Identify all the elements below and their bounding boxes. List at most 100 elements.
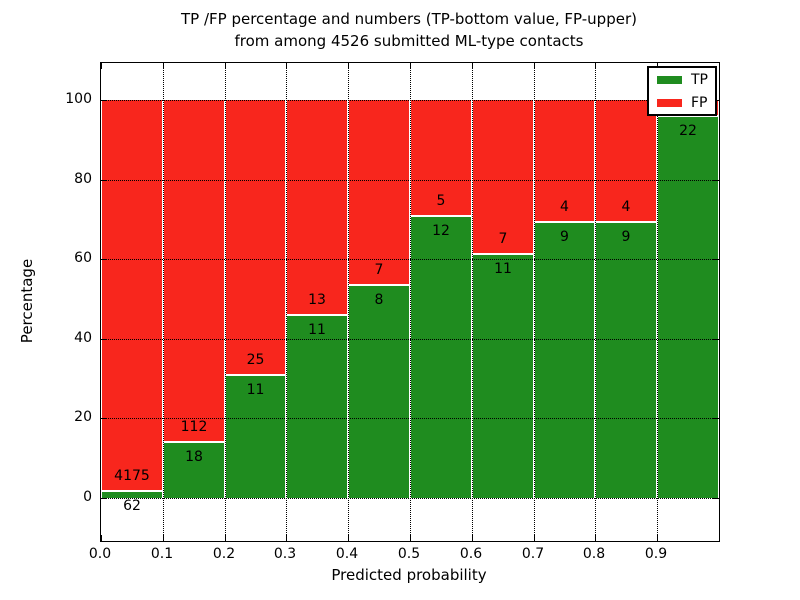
bar-segment-fp xyxy=(102,100,162,492)
y-tick-label: 60 xyxy=(74,250,92,266)
bar-segment-tp xyxy=(658,117,718,498)
tick-mark xyxy=(410,535,411,541)
bar-segment-tp xyxy=(596,223,656,498)
bar-label-tp: 11 xyxy=(308,322,326,338)
bar-label-tp: 62 xyxy=(123,498,141,514)
bar-segment-fp xyxy=(287,100,347,316)
bar-segment-tp xyxy=(411,217,471,498)
tick-mark xyxy=(163,535,164,541)
bar-segment-tp xyxy=(287,316,347,498)
bar-label-fp: 112 xyxy=(180,419,208,435)
tp-color-swatch xyxy=(657,76,682,84)
bar-label-fp: 7 xyxy=(374,262,384,278)
tick-mark xyxy=(286,535,287,541)
tick-mark xyxy=(225,535,226,541)
x-tick-label: 0.3 xyxy=(273,546,297,562)
fp-color-swatch xyxy=(657,99,682,107)
grid-line-v xyxy=(595,63,596,541)
bar-label-fp: 13 xyxy=(308,292,326,308)
bar-label-fp: 4 xyxy=(560,199,569,215)
chart-title: TP /FP percentage and numbers (TP-bottom… xyxy=(100,8,718,52)
y-axis-label: Percentage xyxy=(18,258,36,344)
bar-label-tp: 9 xyxy=(560,229,569,245)
bar-segment-fp xyxy=(596,100,656,223)
tick-mark xyxy=(348,63,349,69)
tick-mark xyxy=(713,180,719,181)
tick-mark xyxy=(101,339,107,340)
grid-line-v xyxy=(348,63,349,541)
tick-mark xyxy=(657,535,658,541)
grid-line-v xyxy=(534,63,535,541)
tick-mark xyxy=(163,63,164,69)
tick-mark xyxy=(225,63,226,69)
grid-line-v xyxy=(410,63,411,541)
tick-mark xyxy=(713,498,719,499)
x-tick-label: 0.0 xyxy=(88,546,112,562)
bar-label-tp: 18 xyxy=(185,449,203,465)
tick-mark xyxy=(101,498,107,499)
x-tick-label: 0.1 xyxy=(150,546,174,562)
legend-label-tp: TP xyxy=(691,72,708,88)
chart-title-line2: from among 4526 submitted ML-type contac… xyxy=(234,32,584,50)
tick-mark xyxy=(472,63,473,69)
tick-mark xyxy=(101,535,102,541)
y-tick-label: 100 xyxy=(65,91,92,107)
bar-segment-fp xyxy=(226,100,285,376)
bar-segment-fp xyxy=(164,100,224,443)
chart-title-line1: TP /FP percentage and numbers (TP-bottom… xyxy=(181,10,637,28)
legend-entry-fp: FP xyxy=(649,92,715,114)
bar-segment-fp xyxy=(473,100,533,255)
x-tick-label: 0.5 xyxy=(397,546,421,562)
bar-label-fp: 7 xyxy=(498,231,508,247)
grid-line-v xyxy=(225,63,226,541)
tick-mark xyxy=(713,339,719,340)
bar-label-tp: 11 xyxy=(494,261,512,277)
x-tick-label: 0.2 xyxy=(212,546,236,562)
y-tick-label: 80 xyxy=(74,171,92,187)
bar-segment-fp xyxy=(349,100,409,286)
bar-segment-tp xyxy=(164,443,224,498)
bar-label-tp: 11 xyxy=(246,382,265,398)
tick-mark xyxy=(101,259,107,260)
legend: TP FP xyxy=(647,66,717,116)
tick-mark xyxy=(101,100,107,101)
tick-mark xyxy=(472,535,473,541)
grid-line-v xyxy=(163,63,164,541)
bar-segment-tp xyxy=(226,376,285,498)
tick-mark xyxy=(534,535,535,541)
x-tick-label: 0.8 xyxy=(582,546,606,562)
tick-mark xyxy=(286,63,287,69)
bar-segment-fp xyxy=(535,100,594,223)
grid-line-v xyxy=(657,63,658,541)
bar-segment-tp xyxy=(473,255,533,498)
bar-segment-tp xyxy=(102,492,162,498)
bar-label-fp: 5 xyxy=(436,193,446,209)
tick-mark xyxy=(595,535,596,541)
bar-label-tp: 12 xyxy=(432,223,450,239)
y-tick-label: 20 xyxy=(74,409,92,425)
tick-mark xyxy=(534,63,535,69)
tick-mark xyxy=(713,259,719,260)
bar-segment-tp xyxy=(535,223,594,498)
tick-mark xyxy=(595,63,596,69)
bar-segment-tp xyxy=(349,286,409,498)
x-axis-label: Predicted probability xyxy=(331,566,487,584)
bar-label-tp: 8 xyxy=(374,292,384,308)
x-tick-label: 0.4 xyxy=(335,546,359,562)
bar-label-tp: 22 xyxy=(679,123,697,139)
bar-label-fp: 25 xyxy=(246,352,265,368)
grid-line-v xyxy=(472,63,473,541)
bar-label-fp: 4175 xyxy=(114,468,150,484)
y-tick-label: 40 xyxy=(74,330,92,346)
plot-area: 4175 62 112 18 25 11 13 11 7 8 5 12 7 11 4 9 4 9 22 TP FP xyxy=(100,62,720,542)
tick-mark xyxy=(101,418,107,419)
x-tick-label: 0.9 xyxy=(644,546,668,562)
bar-label-fp: 4 xyxy=(621,199,631,215)
grid-line-v xyxy=(286,63,287,541)
x-tick-label: 0.7 xyxy=(521,546,545,562)
y-tick-label: 0 xyxy=(83,489,92,505)
legend-label-fp: FP xyxy=(691,95,708,111)
tick-mark xyxy=(713,418,719,419)
x-tick-label: 0.6 xyxy=(459,546,483,562)
